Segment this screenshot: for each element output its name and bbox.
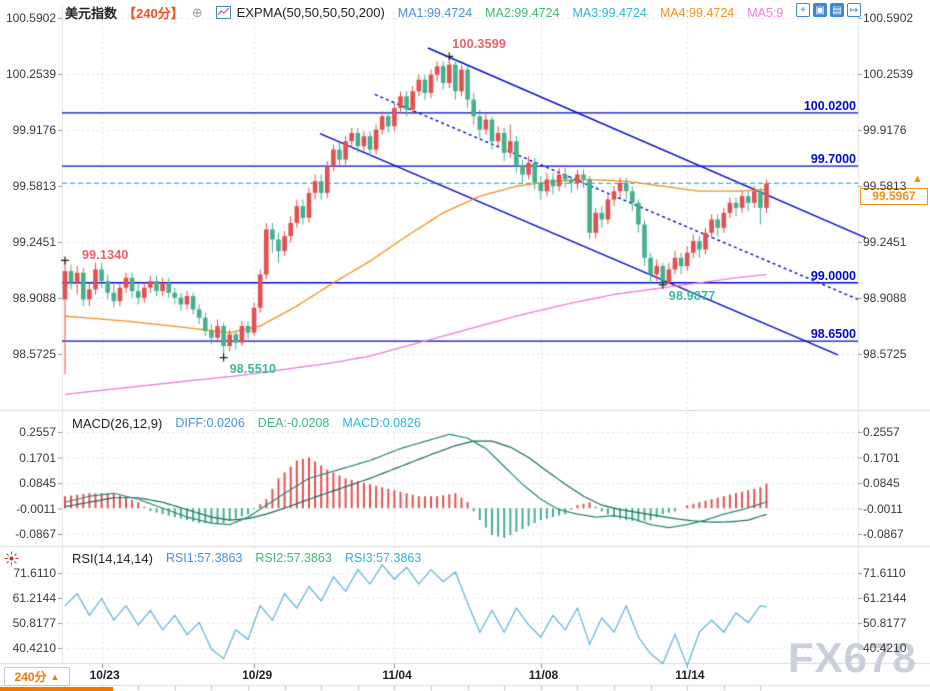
indicator-chart-icon — [215, 6, 231, 19]
expma-indicator-label[interactable]: EXPMA(50,50,50,50,200) — [236, 5, 385, 20]
add-indicator-icon[interactable]: ⊕ — [191, 4, 203, 20]
ma3-value: MA3:99.4724 — [572, 5, 647, 20]
rsi1-value: RSI1:57.3863 — [165, 551, 243, 565]
period-up-arrow-icon: ▲ — [50, 671, 60, 682]
chart-style-icon[interactable]: ▤ — [830, 3, 844, 17]
period-tag[interactable]: 【240分】 — [123, 6, 184, 21]
chart-toolbar: + ▣ ▤ ↦ — [796, 3, 861, 17]
ma2-value: MA2:99.4724 — [485, 5, 560, 20]
rsi3-value: RSI3:57.3863 — [344, 551, 422, 565]
macd-macd-value: MACD:0.0826 — [342, 416, 421, 430]
macd-indicator-label[interactable]: MACD(26,12,9) — [72, 415, 163, 431]
macd-dea-value: DEA:-0.0208 — [257, 416, 330, 430]
watermark: FX678 — [788, 634, 917, 681]
main-chart-header: 美元指数 【240分】 ⊕ EXPMA(50,50,50,50,200) MA1… — [65, 4, 784, 22]
rsi-panel-header: RSI(14,14,14) RSI1:57.3863 RSI2:57.3863 … — [72, 550, 421, 566]
ma1-value: MA1:99.4724 — [397, 5, 473, 20]
rsi2-value: RSI2:57.3863 — [255, 551, 332, 565]
period-active-underline — [0, 687, 113, 691]
rsi-indicator-label[interactable]: RSI(14,14,14) — [72, 550, 153, 566]
exit-icon[interactable]: ↦ — [847, 3, 861, 17]
macd-panel-header: MACD(26,12,9) DIFF:0.0206 DEA:-0.0208 MA… — [72, 415, 421, 431]
period-selector-label: 240分 — [14, 670, 47, 684]
period-selector[interactable]: 240分 ▲ — [4, 667, 70, 686]
settings-sun-icon[interactable] — [4, 551, 19, 566]
ma5-value: MA5:9 — [747, 5, 784, 20]
current-price-tag: 99.5967 — [860, 188, 928, 205]
macd-diff-value: DIFF:0.0206 — [175, 416, 245, 430]
pan-icon[interactable]: + — [796, 3, 810, 17]
price-arrow-icon: ▲ — [912, 173, 923, 185]
symbol-title: 美元指数 — [65, 6, 118, 21]
ma4-value: MA4:99.4724 — [659, 5, 735, 20]
indicator-window-icon[interactable]: ▣ — [813, 3, 827, 17]
